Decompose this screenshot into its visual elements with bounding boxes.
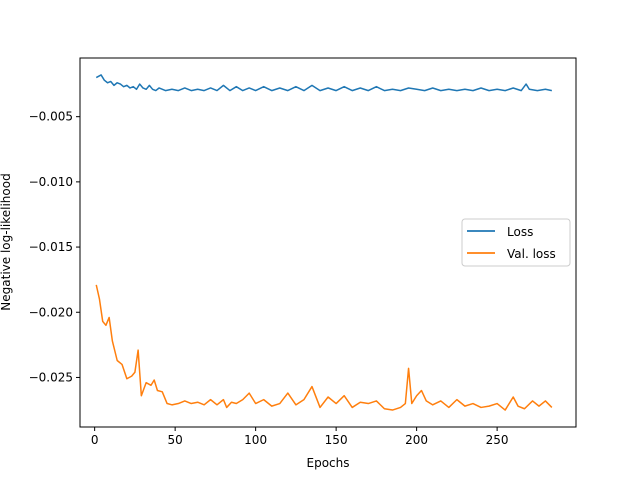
series-line-val-loss xyxy=(95,284,553,411)
x-tick-label: 0 xyxy=(91,433,99,447)
y-tick-label: −0.005 xyxy=(29,110,73,124)
y-axis-label: Negative log-likelihood xyxy=(0,173,13,310)
plot-frame xyxy=(79,57,577,428)
series-layer xyxy=(95,74,553,411)
x-tick-label: 200 xyxy=(405,433,428,447)
legend: Loss Val. loss xyxy=(461,218,571,267)
x-tick-label: 150 xyxy=(325,433,348,447)
legend-label-val-loss: Val. loss xyxy=(507,247,556,261)
x-axis-ticks: 0 50 100 150 200 250 xyxy=(91,427,509,447)
x-tick-label: 100 xyxy=(244,433,267,447)
x-tick-label: 250 xyxy=(486,433,509,447)
y-tick-label: −0.020 xyxy=(29,305,73,319)
legend-label-loss: Loss xyxy=(507,225,533,239)
x-axis-label: Epochs xyxy=(307,456,350,470)
y-tick-label: −0.025 xyxy=(29,370,73,384)
x-tick-label: 50 xyxy=(168,433,183,447)
y-tick-label: −0.015 xyxy=(29,240,73,254)
y-axis-ticks: −0.005 −0.010 −0.015 −0.020 −0.025 xyxy=(29,110,80,384)
y-tick-label: −0.010 xyxy=(29,175,73,189)
series-line-loss xyxy=(95,74,552,92)
